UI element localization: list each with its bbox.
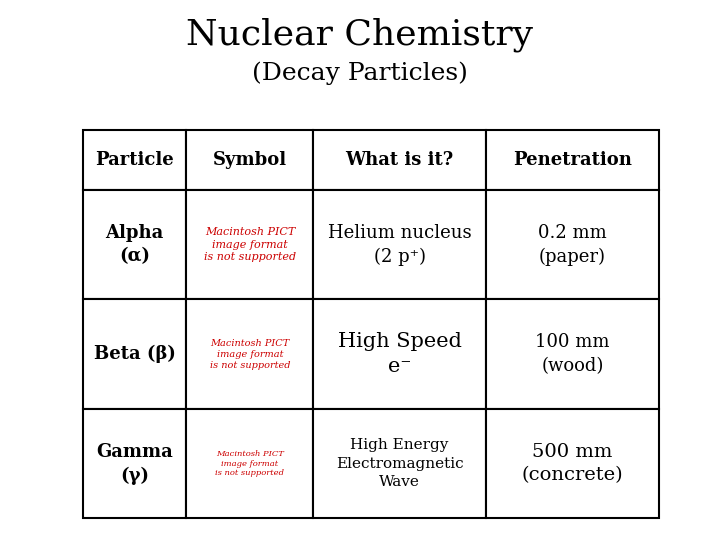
Bar — [83, 130, 186, 190]
Text: 0.2 mm
(paper): 0.2 mm (paper) — [538, 224, 607, 266]
Text: High Speed
e⁻: High Speed e⁻ — [338, 332, 462, 376]
Text: Symbol: Symbol — [213, 151, 287, 168]
Text: Penetration: Penetration — [513, 151, 632, 168]
Text: High Energy
Electromagnetic
Wave: High Energy Electromagnetic Wave — [336, 438, 464, 489]
Bar — [486, 190, 659, 299]
Text: Helium nucleus
(2 p⁺): Helium nucleus (2 p⁺) — [328, 224, 472, 266]
Bar — [186, 130, 313, 190]
Text: Alpha
(α): Alpha (α) — [106, 224, 163, 266]
Bar — [486, 130, 659, 190]
Bar — [186, 409, 313, 518]
Text: Particle: Particle — [95, 151, 174, 168]
Text: Gamma
(γ): Gamma (γ) — [96, 443, 173, 484]
Bar — [83, 299, 186, 409]
Bar — [83, 409, 186, 518]
Bar — [83, 190, 186, 299]
Text: Macintosh PICT
image format
is not supported: Macintosh PICT image format is not suppo… — [210, 339, 290, 370]
Bar — [186, 190, 313, 299]
Text: Nuclear Chemistry: Nuclear Chemistry — [186, 18, 534, 52]
Bar — [486, 409, 659, 518]
Text: 100 mm
(wood): 100 mm (wood) — [535, 333, 610, 375]
Text: Beta (β): Beta (β) — [94, 345, 176, 363]
Text: Macintosh PICT
image format
is not supported: Macintosh PICT image format is not suppo… — [215, 450, 284, 477]
Bar — [313, 130, 486, 190]
Text: What is it?: What is it? — [346, 151, 454, 168]
Text: 500 mm
(concrete): 500 mm (concrete) — [521, 443, 624, 484]
Bar — [313, 190, 486, 299]
Bar — [313, 299, 486, 409]
Bar — [486, 299, 659, 409]
Text: Macintosh PICT
image format
is not supported: Macintosh PICT image format is not suppo… — [204, 227, 296, 262]
Text: (Decay Particles): (Decay Particles) — [252, 61, 468, 85]
Bar — [313, 409, 486, 518]
Bar — [186, 299, 313, 409]
